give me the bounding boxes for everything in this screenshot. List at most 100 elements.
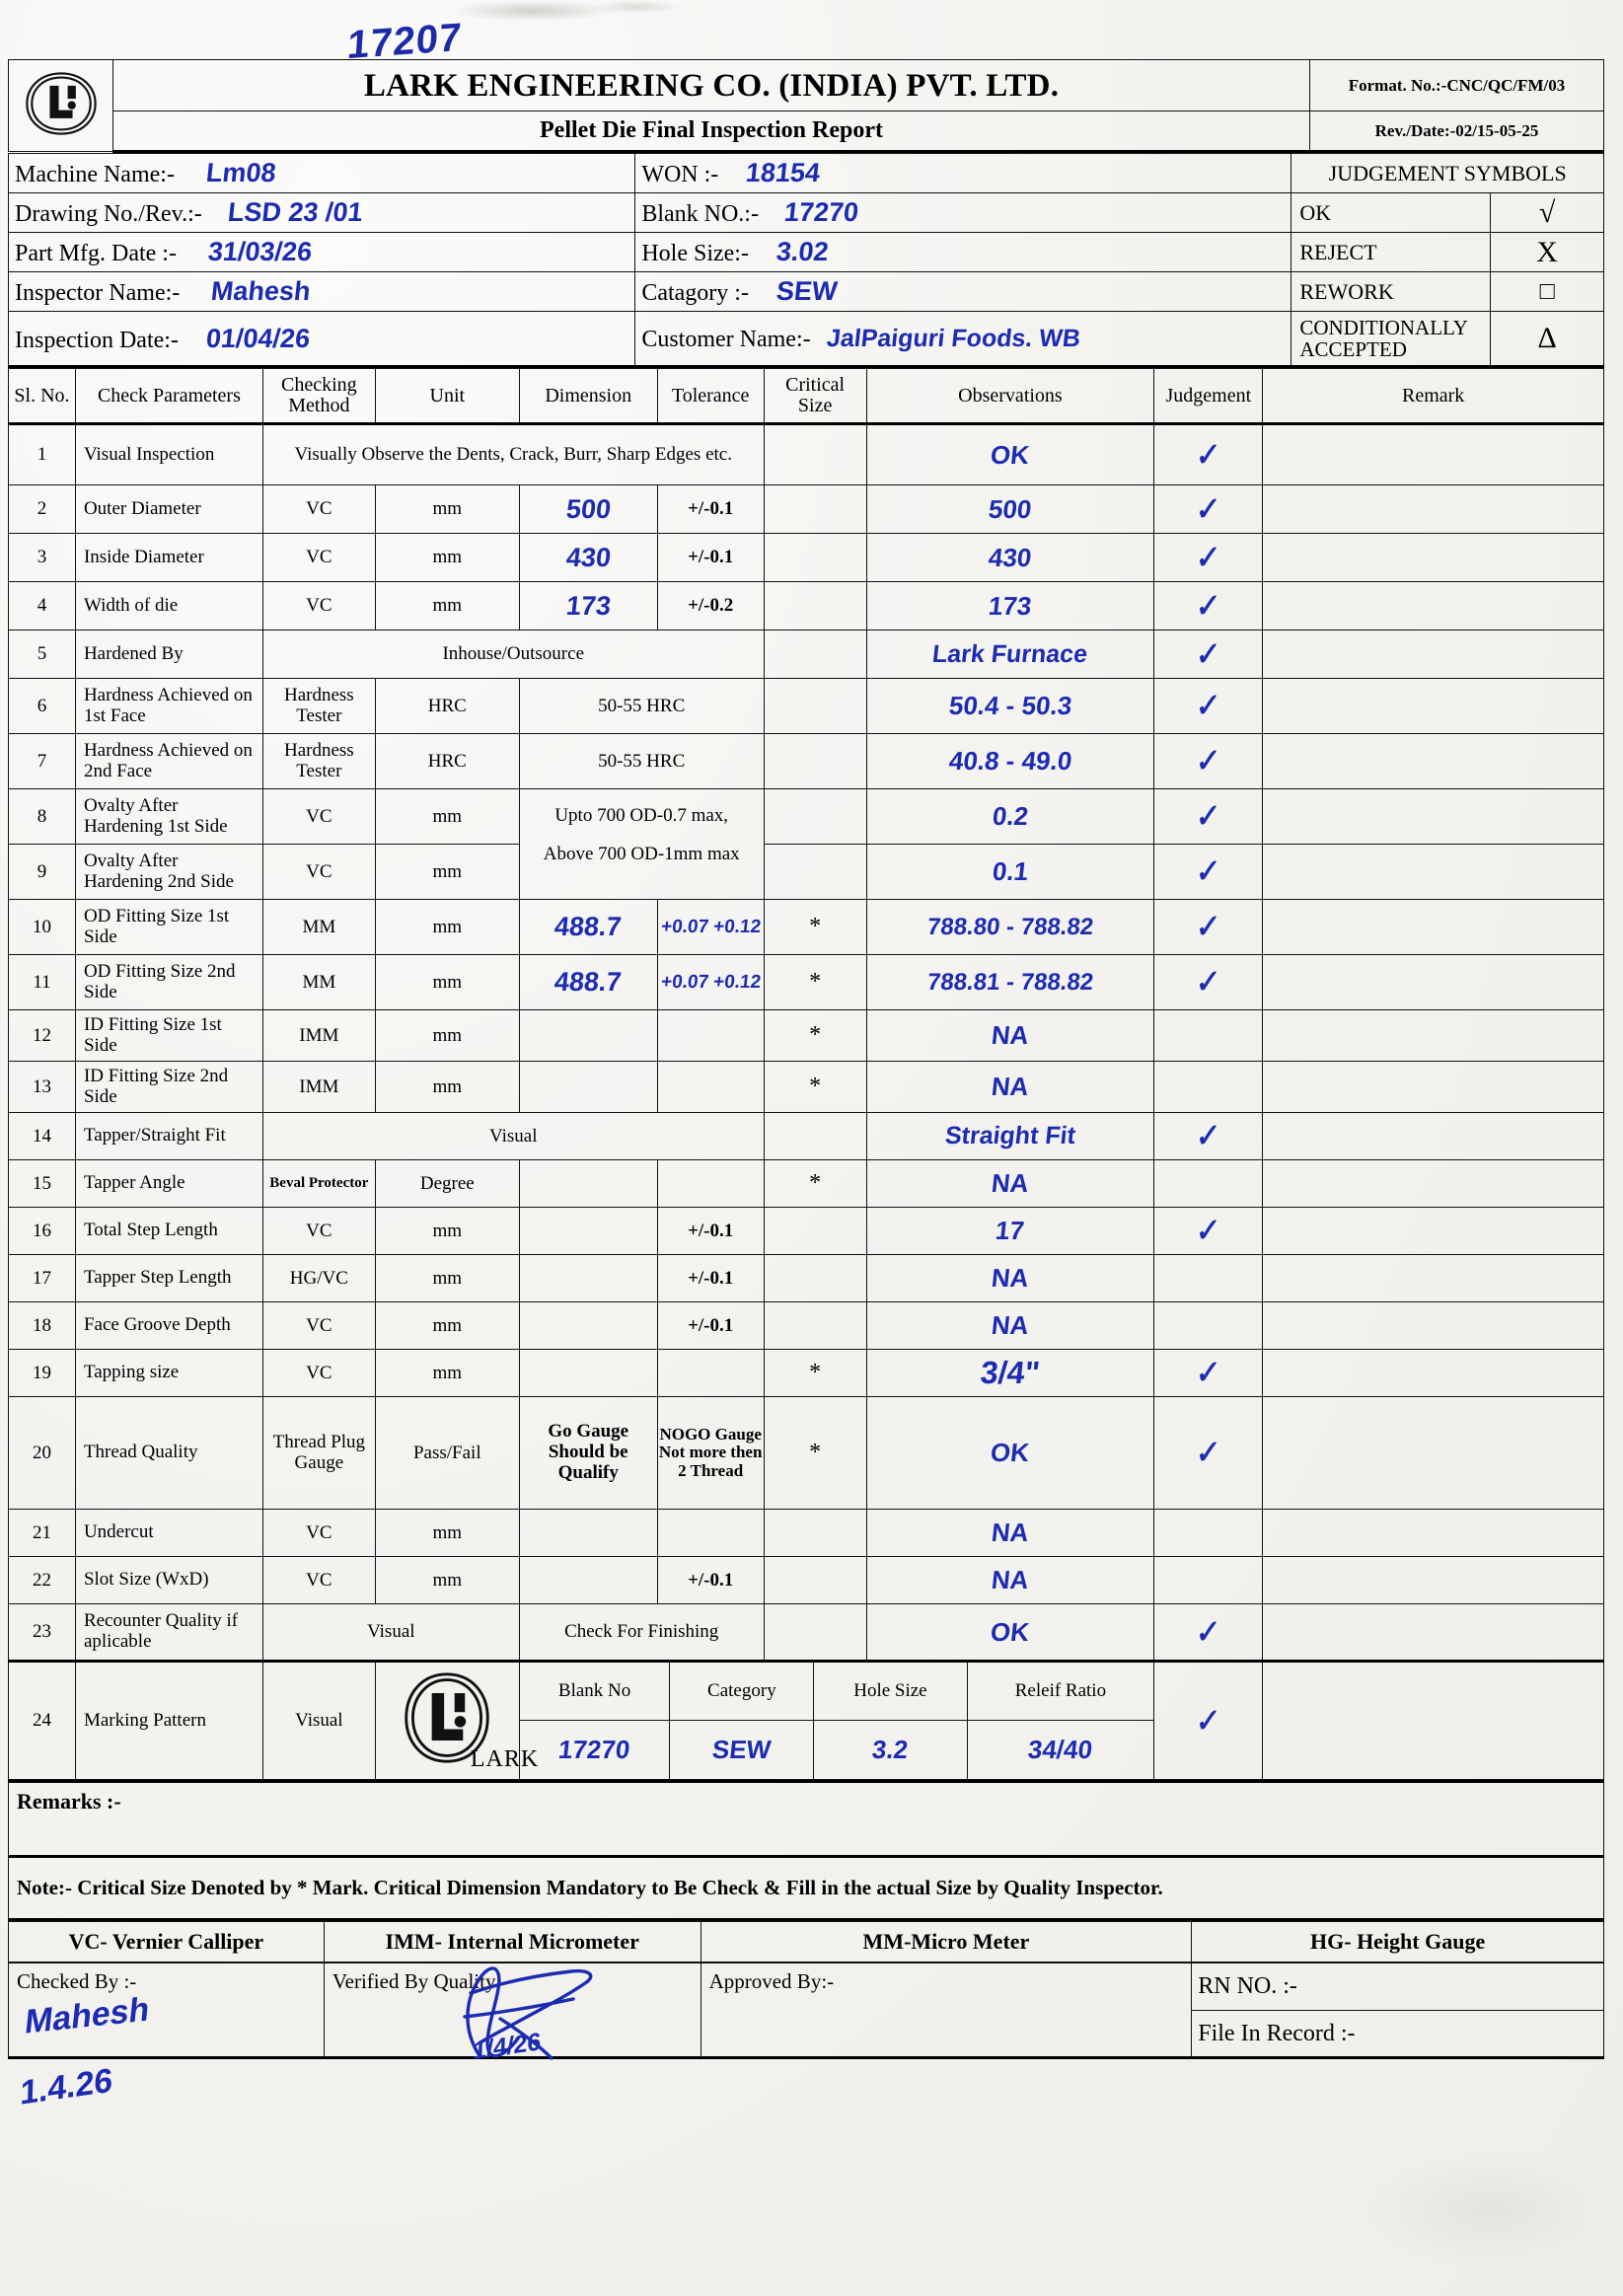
row-remark[interactable] xyxy=(1262,1159,1604,1209)
row-remark[interactable] xyxy=(1262,899,1604,956)
blank-no-field[interactable]: Blank NO.:- 17270 xyxy=(634,192,1292,233)
row-tolerance[interactable] xyxy=(656,1061,765,1114)
row-judgement[interactable]: ✓ xyxy=(1153,733,1264,790)
row-remark[interactable] xyxy=(1262,581,1604,631)
row-judgement[interactable]: ✓ xyxy=(1153,1396,1264,1511)
row-remark[interactable] xyxy=(1262,678,1604,735)
row-remark[interactable] xyxy=(1262,1660,1604,1781)
row-observation[interactable]: 40.8 - 49.0 xyxy=(865,733,1155,790)
row-remark[interactable] xyxy=(1262,954,1604,1011)
row-observation[interactable]: NA xyxy=(865,1159,1155,1209)
row-judgement[interactable] xyxy=(1153,1009,1264,1063)
row-dimension[interactable] xyxy=(518,1061,658,1114)
row-remark[interactable] xyxy=(1262,1349,1604,1398)
row-dimension[interactable]: 173 xyxy=(518,581,658,631)
row-observation[interactable]: NA xyxy=(865,1061,1155,1114)
row-remark[interactable] xyxy=(1262,1254,1604,1303)
row-remark[interactable] xyxy=(1262,1509,1604,1558)
row-dimension[interactable] xyxy=(518,1254,658,1303)
row-dimension[interactable] xyxy=(518,1009,658,1063)
row-judgement[interactable]: ✓ xyxy=(1153,788,1264,846)
row-observation[interactable]: 17 xyxy=(865,1207,1155,1256)
row-remark[interactable] xyxy=(1262,484,1604,535)
row-dimension[interactable]: 488.7 xyxy=(518,899,658,956)
row-judgement[interactable]: ✓ xyxy=(1153,581,1264,631)
row-judgement[interactable]: ✓ xyxy=(1153,1207,1264,1256)
customer-name-field[interactable]: Customer Name:- JalPaiguri Foods. WB xyxy=(634,310,1292,369)
row-observation[interactable]: 788.81 - 788.82 xyxy=(865,954,1155,1011)
file-in-record-field[interactable]: File In Record :- xyxy=(1191,2010,1604,2060)
row-judgement[interactable] xyxy=(1153,1556,1264,1605)
row-observation[interactable]: NA xyxy=(865,1254,1155,1303)
row-judgement[interactable]: ✓ xyxy=(1153,533,1264,583)
row-tolerance[interactable] xyxy=(656,1509,765,1558)
row-remark[interactable] xyxy=(1262,1301,1604,1351)
row-judgement[interactable]: ✓ xyxy=(1153,423,1264,486)
row-observation[interactable]: NA xyxy=(865,1556,1155,1605)
row-remark[interactable] xyxy=(1262,1396,1604,1511)
row-judgement[interactable] xyxy=(1153,1061,1264,1114)
verified-by-field[interactable]: Verified By Quality:- 1/4/26 xyxy=(323,1963,701,2065)
row-judgement[interactable]: ✓ xyxy=(1153,484,1264,535)
row-observation[interactable]: 0.2 xyxy=(865,788,1155,846)
row-remark[interactable] xyxy=(1262,1207,1604,1256)
row-tolerance[interactable]: +0.07 +0.12 xyxy=(656,899,765,956)
row-judgement[interactable]: ✓ xyxy=(1153,1660,1264,1781)
row-observation[interactable]: OK xyxy=(865,1603,1155,1663)
row-judgement[interactable]: ✓ xyxy=(1153,630,1264,680)
row-dimension[interactable]: 500 xyxy=(518,484,658,535)
approved-by-field[interactable]: Approved By:- xyxy=(700,1963,1193,2060)
row-dimension[interactable]: 430 xyxy=(518,533,658,583)
row-dimension[interactable] xyxy=(518,1556,658,1605)
row-dimension[interactable] xyxy=(518,1207,658,1256)
machine-name-field[interactable]: Machine Name:- Lm08 xyxy=(7,153,636,193)
row-dimension[interactable]: 488.7 xyxy=(518,954,658,1011)
row-remark[interactable] xyxy=(1262,1061,1604,1114)
sub-value-blank-no[interactable]: 17270 xyxy=(519,1719,671,1780)
sub-value-releif-ratio[interactable]: 34/40 xyxy=(966,1719,1154,1780)
row-remark[interactable] xyxy=(1262,733,1604,790)
remarks-field[interactable]: Remarks :- xyxy=(8,1780,1604,1858)
won-field[interactable]: WON :- 18154 xyxy=(634,153,1292,193)
row-judgement[interactable] xyxy=(1153,1301,1264,1351)
drawing-no-field[interactable]: Drawing No./Rev.:- LSD 23 /01 xyxy=(7,192,636,233)
sub-value-category[interactable]: SEW xyxy=(669,1719,815,1780)
row-remark[interactable] xyxy=(1262,630,1604,680)
row-tolerance[interactable] xyxy=(656,1349,765,1398)
row-remark[interactable] xyxy=(1262,1603,1604,1663)
part-mfg-date-field[interactable]: Part Mfg. Date :- 31/03/26 xyxy=(7,232,636,272)
rn-no-field[interactable]: RN NO. :- xyxy=(1191,1963,1604,2012)
row-tolerance[interactable]: +0.07 +0.12 xyxy=(656,954,765,1011)
row-judgement[interactable]: ✓ xyxy=(1153,1603,1264,1663)
row-remark[interactable] xyxy=(1262,533,1604,583)
hole-size-field[interactable]: Hole Size:- 3.02 xyxy=(634,232,1292,272)
row-judgement[interactable]: ✓ xyxy=(1153,1112,1264,1161)
row-remark[interactable] xyxy=(1262,1112,1604,1161)
row-dimension[interactable] xyxy=(518,1301,658,1351)
row-judgement[interactable]: ✓ xyxy=(1153,678,1264,735)
row-observation[interactable]: OK xyxy=(865,423,1155,486)
row-tolerance[interactable] xyxy=(656,1009,765,1063)
row-observation[interactable]: 3/4" xyxy=(865,1349,1155,1398)
row-remark[interactable] xyxy=(1262,1009,1604,1063)
row-remark[interactable] xyxy=(1262,423,1604,486)
category-field[interactable]: Catagory :- SEW xyxy=(634,271,1292,312)
row-observation[interactable]: NA xyxy=(865,1509,1155,1558)
row-judgement[interactable]: ✓ xyxy=(1153,899,1264,956)
row-observation[interactable]: Straight Fit xyxy=(865,1112,1155,1161)
row-dimension[interactable] xyxy=(518,1159,658,1209)
inspection-date-field[interactable]: Inspection Date:- 01/04/26 xyxy=(7,310,636,369)
row-judgement[interactable]: ✓ xyxy=(1153,954,1264,1011)
row-judgement[interactable] xyxy=(1153,1254,1264,1303)
row-observation[interactable]: 173 xyxy=(865,581,1155,631)
row-observation[interactable]: 50.4 - 50.3 xyxy=(865,678,1155,735)
row-observation[interactable]: 788.80 - 788.82 xyxy=(865,899,1155,956)
row-observation[interactable]: Lark Furnace xyxy=(865,630,1155,680)
row-observation[interactable]: NA xyxy=(865,1009,1155,1063)
row-observation[interactable]: NA xyxy=(865,1301,1155,1351)
row-remark[interactable] xyxy=(1262,788,1604,846)
row-judgement[interactable]: ✓ xyxy=(1153,1349,1264,1398)
row-judgement[interactable]: ✓ xyxy=(1153,844,1264,901)
row-observation[interactable]: 0.1 xyxy=(865,844,1155,901)
checked-by-field[interactable]: Checked By :- Mahesh xyxy=(8,1963,325,2060)
